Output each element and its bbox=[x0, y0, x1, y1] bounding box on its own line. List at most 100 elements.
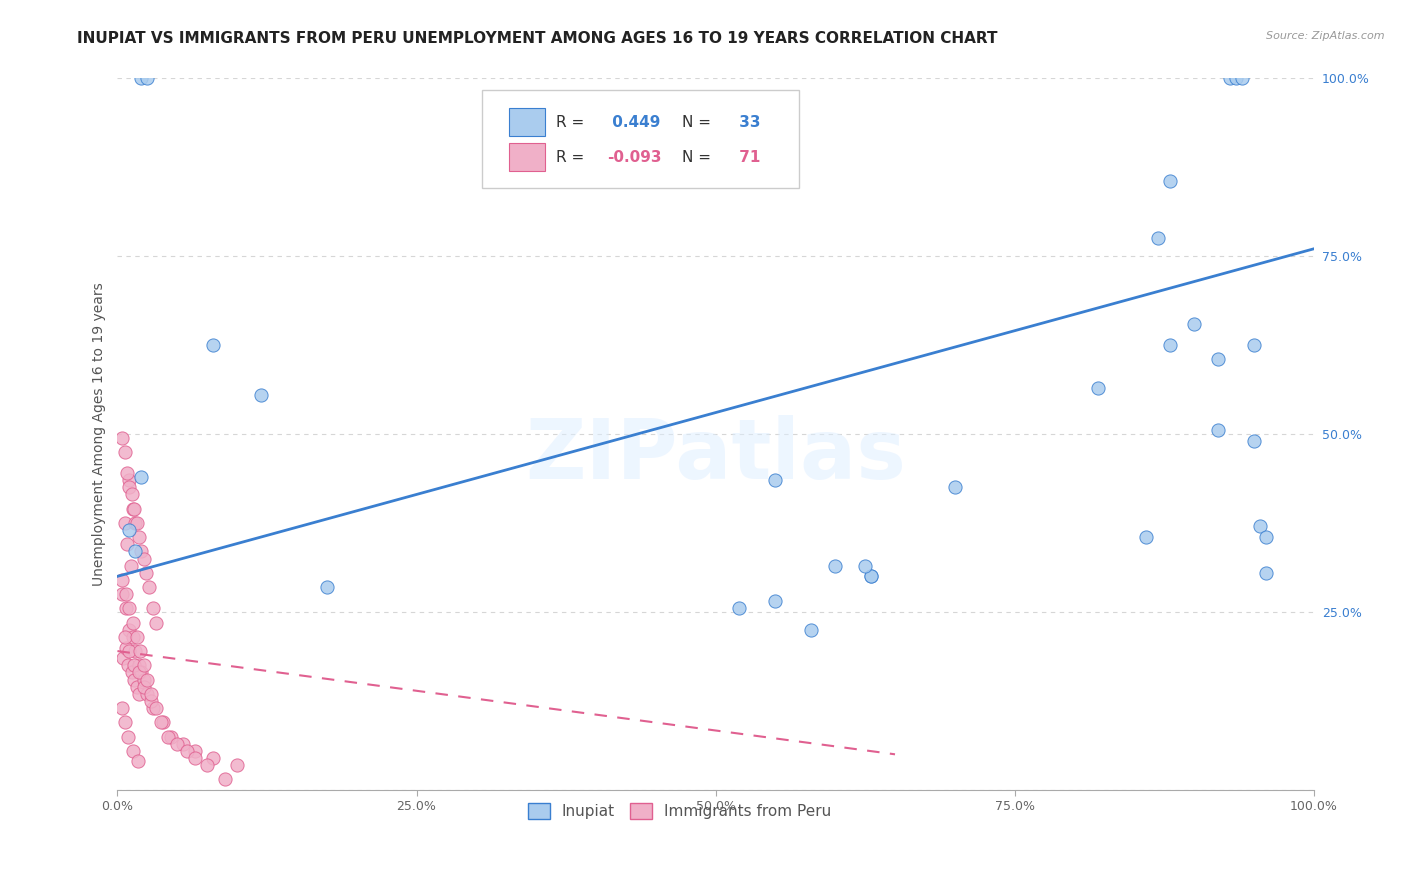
Point bbox=[122, 501, 145, 516]
Point bbox=[728, 601, 751, 615]
Point bbox=[131, 544, 153, 558]
Point bbox=[132, 673, 155, 687]
Point bbox=[195, 758, 218, 772]
Point bbox=[138, 580, 160, 594]
Point bbox=[1243, 338, 1265, 352]
Point bbox=[943, 480, 966, 494]
Point bbox=[226, 758, 249, 772]
Point bbox=[111, 573, 134, 587]
Point bbox=[115, 537, 138, 551]
Y-axis label: Unemployment Among Ages 16 to 19 years: Unemployment Among Ages 16 to 19 years bbox=[93, 282, 107, 586]
Point bbox=[111, 587, 134, 601]
Point bbox=[120, 558, 142, 573]
Point bbox=[124, 544, 146, 558]
Point bbox=[1206, 352, 1229, 367]
Point bbox=[121, 665, 143, 680]
Point bbox=[122, 658, 145, 673]
Point bbox=[1182, 317, 1205, 331]
Point bbox=[135, 566, 157, 580]
Point bbox=[315, 580, 337, 594]
Point bbox=[124, 516, 146, 530]
FancyBboxPatch shape bbox=[509, 108, 544, 136]
Point bbox=[152, 715, 174, 730]
Point bbox=[128, 658, 150, 673]
Point bbox=[118, 473, 141, 487]
Point bbox=[117, 658, 139, 673]
Point bbox=[176, 744, 198, 758]
Point bbox=[125, 516, 148, 530]
Point bbox=[114, 516, 136, 530]
Point bbox=[184, 751, 207, 765]
Point bbox=[118, 623, 141, 637]
Point bbox=[128, 665, 150, 680]
Point bbox=[763, 473, 786, 487]
Point bbox=[131, 469, 153, 483]
Point bbox=[139, 687, 162, 701]
Legend: Inupiat, Immigrants from Peru: Inupiat, Immigrants from Peru bbox=[522, 797, 837, 825]
Point bbox=[132, 658, 155, 673]
Point bbox=[121, 487, 143, 501]
Point bbox=[132, 680, 155, 694]
Point bbox=[860, 569, 883, 583]
Point bbox=[129, 644, 152, 658]
Point bbox=[145, 701, 167, 715]
Point bbox=[122, 630, 145, 644]
Text: -0.093: -0.093 bbox=[607, 150, 661, 164]
Point bbox=[132, 551, 155, 566]
Point bbox=[250, 388, 273, 402]
Point bbox=[1249, 519, 1271, 533]
Point bbox=[184, 744, 207, 758]
Point bbox=[114, 630, 136, 644]
Point bbox=[800, 623, 823, 637]
Text: Source: ZipAtlas.com: Source: ZipAtlas.com bbox=[1267, 31, 1385, 41]
Text: N =: N = bbox=[682, 114, 711, 129]
Point bbox=[114, 587, 136, 601]
Point bbox=[1254, 566, 1277, 580]
Point bbox=[136, 673, 159, 687]
Point bbox=[118, 523, 141, 537]
Point bbox=[202, 751, 225, 765]
Point bbox=[1147, 231, 1170, 245]
Text: 33: 33 bbox=[734, 114, 761, 129]
Text: R =: R = bbox=[557, 150, 585, 164]
Text: 71: 71 bbox=[734, 150, 759, 164]
Point bbox=[1254, 530, 1277, 544]
Point bbox=[136, 70, 159, 85]
Point bbox=[117, 730, 139, 744]
Point bbox=[214, 772, 236, 787]
Point bbox=[1219, 70, 1241, 85]
FancyBboxPatch shape bbox=[509, 143, 544, 171]
Point bbox=[112, 651, 135, 665]
Point bbox=[1087, 381, 1109, 395]
Point bbox=[145, 615, 167, 630]
Point bbox=[136, 687, 159, 701]
Point bbox=[114, 715, 136, 730]
Point bbox=[1243, 434, 1265, 448]
Point bbox=[149, 715, 172, 730]
Point bbox=[172, 737, 194, 751]
Point bbox=[124, 644, 146, 658]
Point bbox=[1225, 70, 1247, 85]
Point bbox=[128, 687, 150, 701]
Point bbox=[118, 601, 141, 615]
Point bbox=[114, 640, 136, 655]
Point bbox=[118, 480, 141, 494]
Point bbox=[111, 430, 134, 444]
Point bbox=[1206, 423, 1229, 437]
Point bbox=[127, 755, 149, 769]
Text: N =: N = bbox=[682, 150, 711, 164]
Point bbox=[125, 630, 148, 644]
Point bbox=[166, 737, 188, 751]
Text: R =: R = bbox=[557, 114, 585, 129]
Point bbox=[1135, 530, 1157, 544]
Point bbox=[131, 665, 153, 680]
Point bbox=[122, 673, 145, 687]
Point bbox=[1159, 174, 1181, 188]
FancyBboxPatch shape bbox=[482, 90, 799, 188]
Point bbox=[824, 558, 846, 573]
Point bbox=[139, 694, 162, 708]
Point bbox=[111, 701, 134, 715]
Point bbox=[1159, 338, 1181, 352]
Point bbox=[114, 601, 136, 615]
Point bbox=[115, 466, 138, 480]
